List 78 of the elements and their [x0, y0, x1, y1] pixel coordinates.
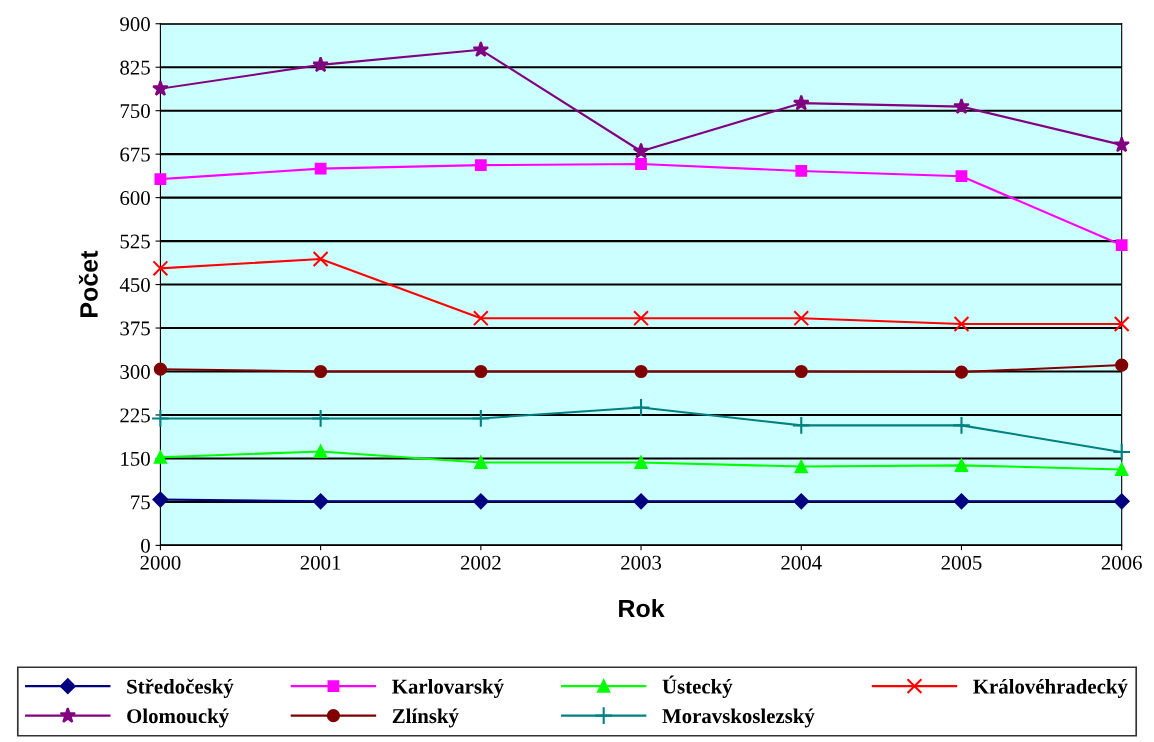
point — [474, 159, 487, 172]
point — [791, 416, 811, 435]
point — [953, 97, 970, 114]
point — [632, 142, 650, 159]
point — [955, 170, 968, 183]
point — [1112, 442, 1132, 462]
point — [953, 493, 970, 510]
point — [633, 310, 650, 327]
point — [954, 365, 969, 379]
y-tick-label: 750 — [120, 104, 150, 119]
x-tick-label: 2001 — [300, 555, 341, 570]
y-tick-label: 600 — [120, 190, 150, 206]
point — [312, 493, 329, 510]
y-tick-label: 825 — [120, 60, 150, 75]
point — [793, 493, 810, 510]
point — [472, 310, 489, 327]
y-tick-label: 450 — [119, 277, 150, 292]
x-tick-label: 2005 — [941, 555, 982, 570]
point — [633, 493, 649, 510]
point — [312, 251, 329, 268]
y-axis-title: Počet — [78, 250, 98, 317]
point — [474, 364, 488, 379]
legend-label: Karlovarský — [392, 678, 504, 698]
x-tick-label: 2006 — [1101, 555, 1142, 570]
point — [152, 260, 169, 277]
point — [153, 450, 167, 464]
y-tick-label: 75 — [131, 495, 150, 510]
point — [314, 162, 327, 175]
point — [311, 409, 330, 428]
point — [953, 315, 970, 332]
point — [795, 165, 808, 177]
point — [1115, 358, 1129, 372]
point — [474, 455, 488, 470]
point — [952, 416, 971, 435]
point — [312, 56, 329, 73]
point — [631, 398, 651, 417]
x-axis-title: Rok — [619, 598, 665, 618]
x-tick-label: 2000 — [140, 555, 181, 570]
point — [634, 364, 648, 379]
legend-label: Olomoucký — [127, 708, 229, 728]
x-tick-label: 2004 — [781, 555, 822, 570]
point — [153, 362, 167, 376]
y-tick-label: 150 — [121, 451, 150, 466]
point — [152, 79, 169, 96]
y-tick-label: 300 — [120, 364, 150, 379]
y-tick-label: 225 — [120, 408, 150, 423]
point — [1115, 462, 1129, 477]
point — [1113, 315, 1130, 332]
point — [472, 493, 489, 510]
y-tick-label: 675 — [120, 147, 150, 162]
point — [152, 491, 169, 508]
point — [635, 158, 647, 170]
point — [154, 173, 167, 185]
point — [314, 444, 328, 459]
point — [472, 41, 490, 58]
legend-label: Moravskoslezský — [662, 708, 815, 728]
x-tick-label: 2003 — [621, 555, 662, 570]
point — [1113, 493, 1130, 510]
legend-label: Královéhradecký — [973, 678, 1128, 698]
y-tick-label: 525 — [120, 234, 150, 249]
point — [634, 455, 648, 470]
point — [314, 364, 328, 379]
point — [954, 458, 969, 472]
point — [794, 459, 808, 474]
y-tick-label: 0 — [141, 538, 150, 553]
point — [793, 310, 810, 327]
point — [1113, 136, 1130, 153]
legend-label: Ústecký — [662, 675, 733, 698]
point — [794, 364, 808, 379]
point — [792, 94, 810, 111]
point — [151, 409, 170, 428]
y-tick-label: 900 — [120, 17, 150, 32]
legend-label: Středočeský — [127, 678, 234, 698]
x-tick-label: 2002 — [460, 555, 501, 570]
point — [471, 409, 491, 428]
y-tick-label: 375 — [120, 321, 150, 336]
point — [1115, 239, 1128, 252]
legend-label: Zlínský — [392, 708, 459, 728]
